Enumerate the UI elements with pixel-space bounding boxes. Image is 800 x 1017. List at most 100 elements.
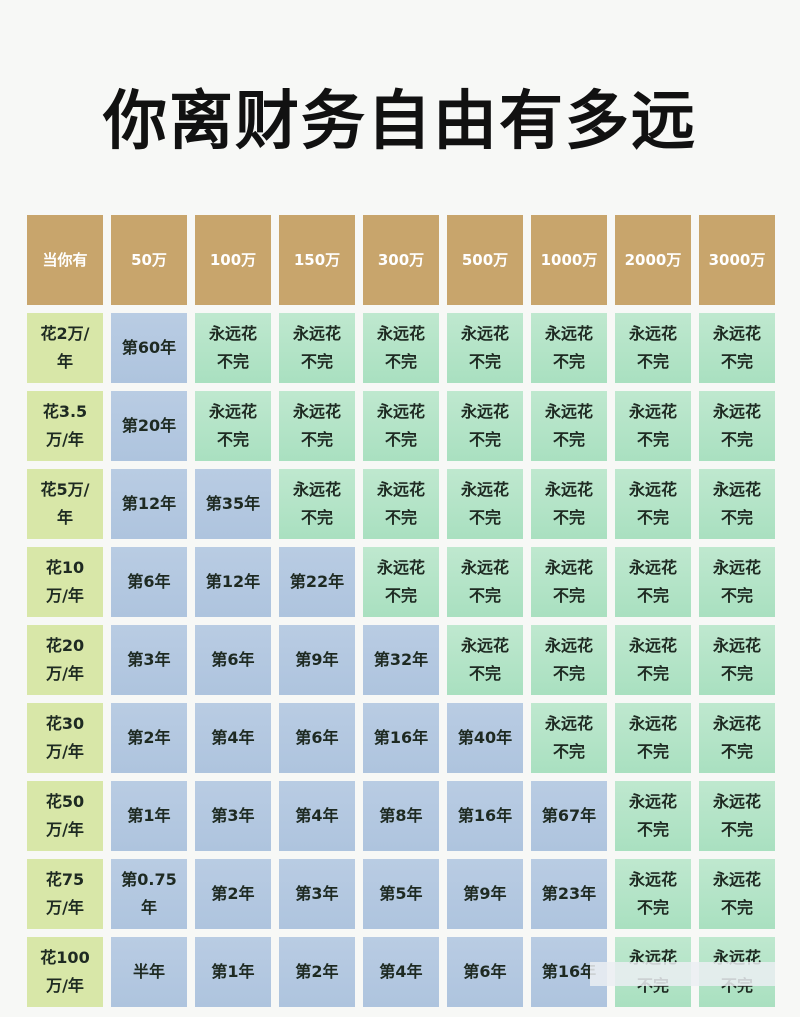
forever-cell: 永远花不完 <box>615 391 691 461</box>
year-cell: 第20年 <box>111 391 187 461</box>
forever-cell: 永远花不完 <box>615 625 691 695</box>
year-cell: 第9年 <box>279 625 355 695</box>
forever-cell: 永远花不完 <box>699 781 775 851</box>
cell-text: 第9年 <box>295 650 339 669</box>
cell-text: 永远花不完 <box>208 402 257 449</box>
cell-text: 永远花不完 <box>628 792 677 839</box>
cell-text: 第0.75年 <box>121 870 177 917</box>
year-cell: 第4年 <box>363 937 439 1007</box>
year-cell: 第2年 <box>111 703 187 773</box>
forever-cell: 永远花不完 <box>279 391 355 461</box>
header-cell: 100万 <box>195 215 271 305</box>
forever-cell: 永远花不完 <box>363 469 439 539</box>
cell-text: 第23年 <box>541 884 597 903</box>
cell-text: 永远花不完 <box>208 324 257 371</box>
forever-cell: 永远花不完 <box>531 625 607 695</box>
year-cell: 第1年 <box>195 937 271 1007</box>
cell-text: 永远花不完 <box>712 636 761 683</box>
cell-text: 永远花不完 <box>376 324 425 371</box>
cell-text: 50万 <box>131 251 167 269</box>
cell-text: 第32年 <box>373 650 429 669</box>
forever-cell: 永远花不完 <box>531 703 607 773</box>
cell-text: 第16年 <box>373 728 429 747</box>
cell-text: 永远花不完 <box>628 558 677 605</box>
cell-text: 花5万/年 <box>40 480 90 527</box>
cell-text: 永远花不完 <box>544 324 593 371</box>
forever-cell: 永远花不完 <box>615 781 691 851</box>
cell-text: 第1年 <box>211 962 255 981</box>
forever-cell: 永远花不完 <box>447 313 523 383</box>
year-cell: 第16年 <box>363 703 439 773</box>
cell-text: 永远花不完 <box>712 714 761 761</box>
cell-text: 第67年 <box>541 806 597 825</box>
year-cell: 第4年 <box>279 781 355 851</box>
forever-cell: 永远花不完 <box>279 469 355 539</box>
cell-text: 第3年 <box>211 806 255 825</box>
cell-text: 永远花不完 <box>628 480 677 527</box>
cell-text: 永远花不完 <box>460 636 509 683</box>
forever-cell: 永远花不完 <box>447 547 523 617</box>
header-cell: 3000万 <box>699 215 775 305</box>
cell-text: 500万 <box>461 251 509 269</box>
cell-text: 花2万/年 <box>40 324 90 371</box>
year-cell: 第8年 <box>363 781 439 851</box>
cell-text: 第3年 <box>127 650 171 669</box>
cell-text: 花50万/年 <box>45 792 85 839</box>
forever-cell: 永远花不完 <box>699 313 775 383</box>
cell-text: 永远花不完 <box>292 480 341 527</box>
header-cell: 300万 <box>363 215 439 305</box>
forever-cell: 永远花不完 <box>279 313 355 383</box>
cell-text: 永远花不完 <box>376 402 425 449</box>
cell-text: 永远花不完 <box>628 870 677 917</box>
forever-cell: 永远花不完 <box>363 391 439 461</box>
cell-text: 150万 <box>293 251 341 269</box>
cell-text: 第16年 <box>457 806 513 825</box>
forever-cell: 永远花不完 <box>363 313 439 383</box>
year-cell: 第6年 <box>447 937 523 1007</box>
cell-text: 第2年 <box>127 728 171 747</box>
cell-text: 永远花不完 <box>544 480 593 527</box>
cell-text: 第12年 <box>121 494 177 513</box>
cell-text: 100万 <box>209 251 257 269</box>
forever-cell: 永远花不完 <box>699 703 775 773</box>
cell-text: 当你有 <box>42 251 88 269</box>
cell-text: 花75万/年 <box>45 870 85 917</box>
table: 当你有 50万 100万 150万 300万 500万 1000万 2000万 3000万花2万… <box>27 215 775 1007</box>
cell-text: 第2年 <box>295 962 339 981</box>
cell-text: 3000万 <box>708 251 766 269</box>
forever-cell: 永远花不完 <box>531 469 607 539</box>
year-cell: 第0.75年 <box>111 859 187 929</box>
year-cell: 第16年 <box>447 781 523 851</box>
cell-text: 永远花不完 <box>712 480 761 527</box>
forever-cell: 永远花不完 <box>615 547 691 617</box>
cell-text: 永远花不完 <box>460 324 509 371</box>
cell-text: 永远花不完 <box>544 636 593 683</box>
forever-cell: 永远花不完 <box>699 391 775 461</box>
cell-text: 花100万/年 <box>40 948 90 995</box>
title: 你离财务自由有多远 <box>103 85 697 159</box>
year-cell: 第35年 <box>195 469 271 539</box>
forever-cell: 永远花不完 <box>195 391 271 461</box>
forever-cell: 永远花不完 <box>615 469 691 539</box>
watermark <box>590 962 775 986</box>
year-cell: 第67年 <box>531 781 607 851</box>
header-cell: 500万 <box>447 215 523 305</box>
cell-text: 永远花不完 <box>292 324 341 371</box>
cell-text: 永远花不完 <box>460 402 509 449</box>
row-label: 花10万/年 <box>27 547 103 617</box>
cell-text: 永远花不完 <box>460 558 509 605</box>
forever-cell: 永远花不完 <box>615 859 691 929</box>
header-cell: 当你有 <box>27 215 103 305</box>
cell-text: 1000万 <box>540 251 598 269</box>
cell-text: 300万 <box>377 251 425 269</box>
year-cell: 第3年 <box>111 625 187 695</box>
cell-text: 第16年 <box>541 962 597 981</box>
header-cell: 2000万 <box>615 215 691 305</box>
forever-cell: 永远花不完 <box>699 547 775 617</box>
cell-text: 花30万/年 <box>45 714 85 761</box>
cell-text: 第3年 <box>295 884 339 903</box>
cell-text: 永远花不完 <box>628 324 677 371</box>
cell-text: 第20年 <box>121 416 177 435</box>
cell-text: 第35年 <box>205 494 261 513</box>
forever-cell: 永远花不完 <box>195 313 271 383</box>
